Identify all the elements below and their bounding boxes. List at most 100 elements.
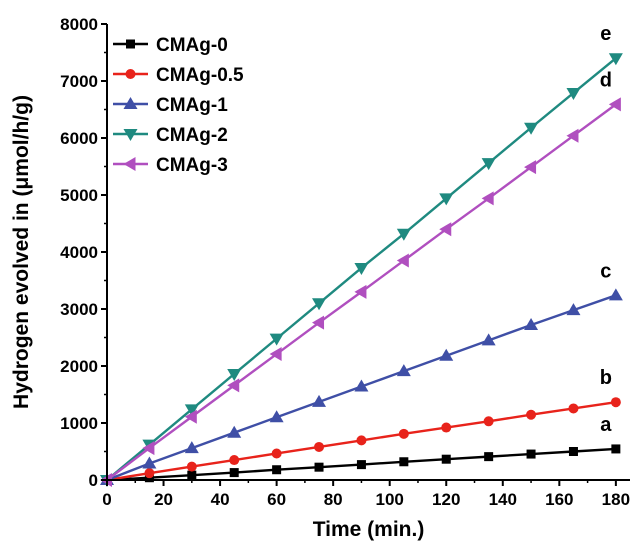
legend-entry: CMAg-2 — [113, 125, 228, 146]
data-point — [566, 303, 581, 316]
series-cmag-0-5: b — [102, 367, 621, 485]
legend-label: CMAg-1 — [156, 95, 228, 116]
data-point — [272, 465, 282, 475]
y-tick-label: 3000 — [60, 300, 98, 319]
data-point — [439, 193, 454, 206]
data-point — [611, 444, 621, 454]
data-point — [568, 447, 578, 456]
x-tick-label: 140 — [489, 490, 517, 509]
y-tick-label: 2000 — [60, 357, 98, 376]
series-end-label: d — [600, 69, 612, 91]
x-tick-label: 20 — [154, 490, 173, 509]
data-point — [271, 448, 282, 459]
legend-entry: CMAg-1 — [113, 95, 228, 116]
data-point — [483, 416, 494, 427]
data-point — [524, 160, 537, 175]
data-point — [481, 191, 494, 206]
y-axis-label: Hydrogen evolved in (μmol/h/g) — [10, 95, 33, 409]
legend: CMAg-0 CMAg-0.5 CMAg-1 CMAg-2 CMAg-3 — [113, 35, 244, 176]
data-point — [484, 452, 494, 462]
data-point — [142, 441, 155, 456]
data-point — [227, 368, 242, 381]
legend-entry: CMAg-3 — [113, 155, 228, 176]
data-point — [526, 449, 536, 459]
y-tick-label: 7000 — [60, 72, 98, 91]
data-point — [312, 394, 327, 407]
data-point — [184, 441, 199, 454]
data-point — [144, 468, 155, 479]
data-point — [314, 441, 325, 452]
legend-marker — [125, 69, 136, 79]
data-point — [608, 53, 623, 66]
data-point — [312, 315, 325, 330]
series-cmag-3: d — [100, 69, 621, 487]
data-point — [608, 288, 623, 301]
legend-label: CMAg-3 — [156, 155, 228, 176]
x-tick-label: 180 — [602, 490, 630, 509]
data-point — [396, 253, 409, 268]
x-tick-label: 160 — [545, 490, 573, 509]
data-point — [481, 333, 496, 346]
axes: 0 20 40 60 80 100 120 140 160 180 0 1000 2000 3000 400… — [60, 15, 630, 509]
data-point — [439, 222, 452, 237]
data-point — [269, 347, 282, 362]
data-point — [229, 468, 239, 478]
legend-marker — [126, 39, 135, 49]
series-end-label: e — [600, 23, 611, 45]
series-cmag-2: e — [100, 23, 623, 487]
data-point — [269, 410, 284, 423]
x-tick-label: 120 — [432, 490, 460, 509]
data-point — [566, 87, 581, 100]
legend-marker — [123, 129, 138, 141]
data-point — [398, 428, 409, 439]
legend-label: CMAg-0 — [156, 35, 228, 56]
data-point — [566, 128, 579, 143]
data-point — [312, 298, 327, 311]
data-point — [269, 333, 284, 346]
y-tick-label: 8000 — [60, 15, 98, 34]
data-point — [356, 435, 367, 446]
data-point — [441, 454, 451, 464]
y-tick-label: 4000 — [60, 243, 98, 262]
legend-entry: CMAg-0.5 — [113, 65, 244, 86]
data-point — [229, 455, 240, 466]
data-point — [524, 122, 539, 135]
x-tick-label: 40 — [211, 490, 230, 509]
data-point — [526, 409, 537, 420]
data-point — [354, 262, 369, 275]
data-point — [354, 284, 367, 299]
x-tick-label: 0 — [102, 490, 111, 509]
legend-marker — [123, 97, 138, 109]
plot-area: a b c e d — [100, 23, 623, 487]
data-point — [439, 348, 454, 361]
data-point — [396, 364, 411, 377]
y-tick-label: 1000 — [60, 414, 98, 433]
data-point — [186, 461, 197, 472]
x-tick-label: 80 — [324, 490, 343, 509]
legend-label: CMAg-0.5 — [156, 65, 244, 86]
series-end-label: a — [600, 414, 612, 436]
legend-label: CMAg-2 — [156, 125, 228, 146]
legend-entry: CMAg-0 — [113, 35, 228, 56]
data-point — [399, 457, 409, 467]
data-point — [524, 317, 539, 330]
data-point — [227, 378, 240, 393]
y-tick-label: 6000 — [60, 129, 98, 148]
data-point — [184, 409, 197, 424]
series-end-label: b — [600, 367, 612, 389]
x-axis-label: Time (min.) — [313, 518, 425, 541]
series-cmag-1: c — [100, 260, 623, 485]
data-point — [187, 470, 197, 480]
data-point — [441, 422, 452, 433]
x-tick-label: 100 — [376, 490, 404, 509]
data-point — [356, 460, 366, 470]
data-point — [396, 228, 411, 241]
data-point — [184, 404, 199, 417]
data-point — [142, 456, 157, 469]
data-point — [568, 403, 579, 414]
data-point — [314, 462, 324, 472]
data-point — [608, 97, 621, 112]
series-end-label: c — [600, 260, 611, 282]
y-tick-label: 5000 — [60, 186, 98, 205]
